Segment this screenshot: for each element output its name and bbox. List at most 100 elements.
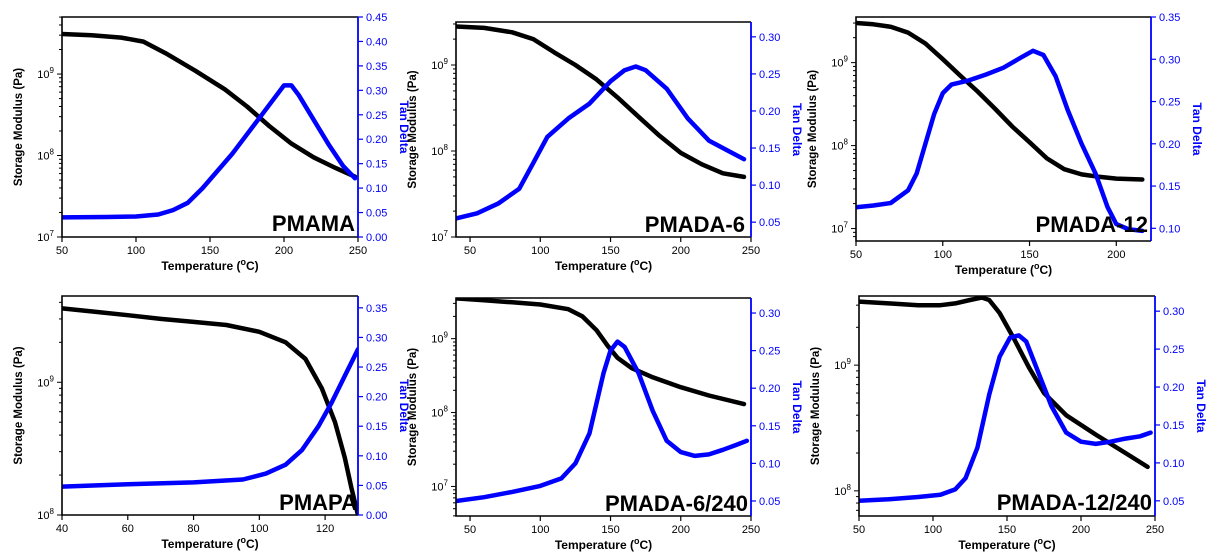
- y-axis-label: Storage Modulus (Pa): [807, 70, 819, 188]
- x-tick-label: 40: [56, 523, 68, 535]
- x-axis-label: Temperature (oC): [161, 535, 258, 551]
- y2-tick-label: 0.20: [366, 134, 387, 146]
- x-tick-label: 80: [187, 523, 199, 535]
- y2-tick-label: 0.25: [366, 110, 387, 122]
- x-tick-label: 250: [742, 245, 760, 257]
- y2-tick-label: 0.10: [366, 183, 387, 195]
- y2-tick-label: 0.00: [366, 232, 387, 244]
- x-tick-label: 100: [934, 249, 952, 261]
- x-tick-label: 50: [464, 245, 476, 257]
- x-tick-label: 100: [924, 524, 942, 536]
- y-tick-label: 109: [37, 374, 54, 389]
- y2-tick-label: 0.10: [759, 458, 780, 470]
- plot-frame: [455, 297, 751, 517]
- tan-delta-line: [62, 83, 358, 220]
- x-tick-label: 100: [127, 245, 145, 257]
- x-tick-label: 50: [56, 245, 68, 257]
- y2-tick-label: 0.05: [759, 496, 780, 508]
- y2-tick-label: 0.15: [366, 159, 387, 171]
- y-tick-label: 109: [831, 55, 848, 70]
- y2-tick-label: 0.30: [1159, 54, 1180, 66]
- y2-tick-label: 0.20: [759, 106, 780, 118]
- x-tick-label: 200: [672, 524, 690, 536]
- panel-title: PMAPA: [279, 490, 357, 515]
- y-tick-label: 108: [834, 483, 851, 498]
- y-tick-label: 108: [37, 507, 54, 522]
- x-tick-label: 250: [1146, 524, 1164, 536]
- y2-tick-label: 0.15: [759, 421, 780, 433]
- y2-tick-label: 0.15: [1159, 181, 1180, 193]
- plot-frame: [855, 16, 1151, 242]
- x-axis-label: Temperature (oC): [958, 536, 1055, 552]
- y-tick-label: 107: [37, 229, 54, 244]
- y2-tick-label: 0.30: [366, 332, 387, 344]
- x-axis-label: Temperature (oC): [955, 261, 1052, 277]
- x-tick-label: 150: [601, 245, 619, 257]
- y2-tick-label: 0.15: [1163, 420, 1184, 432]
- y2-tick-label: 0.20: [759, 383, 780, 395]
- tan-delta-line: [859, 333, 1153, 504]
- y-axis-label: Storage Modulus (Pa): [13, 346, 25, 464]
- y2-tick-label: 0.05: [1163, 496, 1184, 508]
- x-tick-label: 120: [316, 523, 334, 535]
- y2-tick-label: 0.10: [1163, 458, 1184, 470]
- panel-title: PMADA-6/240: [605, 491, 748, 516]
- storage-modulus-line: [62, 306, 358, 515]
- y-axis-label: Storage Modulus (Pa): [13, 68, 25, 186]
- y2-tick-label: 0.10: [1159, 223, 1180, 235]
- y2-tick-label: 0.25: [1159, 97, 1180, 109]
- y2-tick-label: 0.40: [366, 36, 387, 48]
- y2-tick-label: 0.20: [366, 392, 387, 404]
- x-tick-label: 150: [1020, 249, 1038, 261]
- y2-tick-label: 0.05: [366, 480, 387, 492]
- y2-tick-label: 0.15: [759, 143, 780, 155]
- y-tick-label: 108: [831, 138, 848, 153]
- tan-delta-line: [856, 48, 1145, 234]
- x-tick-label: 50: [850, 249, 862, 261]
- y-axis-label: Storage Modulus (Pa): [407, 348, 419, 466]
- x-tick-label: 60: [122, 523, 134, 535]
- panel-title: PMAMA: [272, 211, 355, 236]
- plot-frame: [61, 16, 358, 238]
- y2-tick-label: 0.35: [366, 61, 387, 73]
- panel-6: 50 100 150 200 250 Temperature (oC) 108 109 Stor…: [810, 295, 1208, 552]
- y-axis-label: Storage Modulus (Pa): [407, 70, 419, 188]
- y2-tick-label: 0.00: [366, 510, 387, 522]
- x-tick-label: 250: [742, 524, 760, 536]
- storage-modulus-line: [456, 24, 747, 180]
- x-axis-label: Temperature (oC): [555, 536, 652, 552]
- y2-tick-label: 0.10: [759, 180, 780, 192]
- panel-title: PMADA-12: [1036, 212, 1148, 237]
- panel-3: 50 100 150 200 Temperature (oC) 107 108 109 Stor…: [807, 12, 1204, 277]
- storage-modulus-line: [456, 298, 747, 407]
- x-tick-label: 200: [1072, 524, 1090, 536]
- y2-tick-label: 0.35: [1159, 12, 1180, 24]
- x-tick-label: 100: [531, 524, 549, 536]
- storage-modulus-line: [859, 296, 1150, 470]
- y-tick-label: 108: [37, 148, 54, 163]
- y2-tick-label: 0.45: [366, 12, 387, 24]
- y2-tick-label: 0.15: [366, 421, 387, 433]
- y2-tick-label: 0.25: [366, 362, 387, 374]
- panel-title: PMADA-6: [645, 212, 745, 237]
- x-tick-label: 150: [201, 245, 219, 257]
- y2-tick-label: 0.30: [759, 32, 780, 44]
- y2-tick-label: 0.30: [1163, 306, 1184, 318]
- y2-tick-label: 0.25: [759, 346, 780, 358]
- plot-frame: [61, 295, 358, 516]
- y2-axis-label: Tan Delta: [1194, 379, 1208, 432]
- x-tick-label: 100: [250, 523, 268, 535]
- panel-title: PMADA-12/240: [997, 490, 1152, 515]
- x-tick-label: 100: [531, 245, 549, 257]
- y2-axis-label: Tan Delta: [790, 380, 804, 433]
- x-tick-label: 50: [853, 524, 865, 536]
- tan-delta-line: [456, 339, 750, 504]
- y-axis-label: Storage Modulus (Pa): [810, 347, 822, 465]
- x-axis-label: Temperature (oC): [555, 257, 652, 273]
- y-tick-label: 107: [831, 221, 848, 236]
- panel-4: 40 60 80 100 120 Temperature (oC) 108 109 Storag…: [13, 295, 411, 551]
- y-tick-label: 107: [431, 478, 448, 493]
- x-tick-label: 200: [672, 245, 690, 257]
- y2-tick-label: 0.05: [366, 208, 387, 220]
